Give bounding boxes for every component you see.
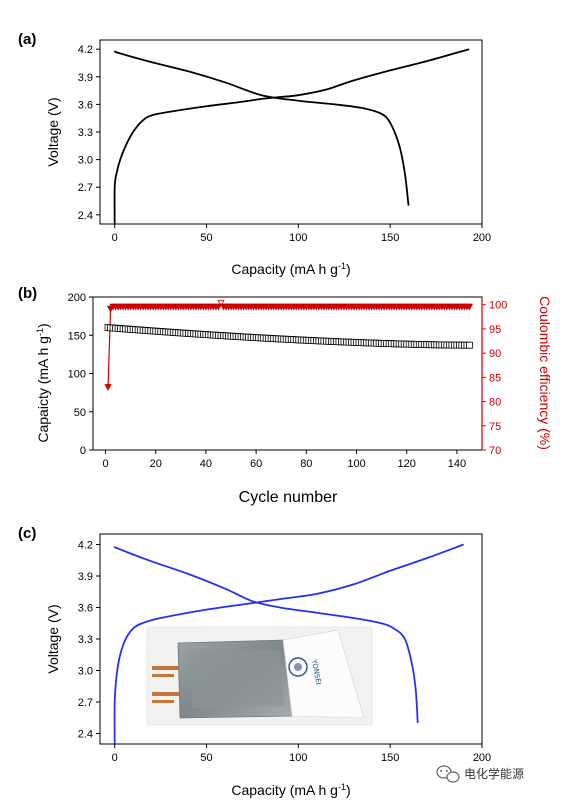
x-axis-title-b: Cycle number [239, 489, 338, 506]
c-ytick-label: 2.7 [78, 697, 93, 709]
b-xtick-label: 140 [448, 458, 466, 470]
plot-frame-b [92, 296, 483, 451]
a-xtick-label: 50 [200, 232, 212, 244]
b-ytick-label: 100 [68, 369, 86, 381]
a-ytick-label: 4.2 [78, 44, 93, 56]
c-ytick-label: 4.2 [78, 540, 93, 552]
a-ytick-label: 3.6 [78, 99, 93, 111]
c-xtick-label: 100 [289, 752, 307, 764]
c-xtick-label: 200 [473, 752, 491, 764]
b-y2tick-label: 90 [489, 348, 501, 360]
panel-label-a: (a) [18, 31, 36, 48]
pouch-cell-photo: YONSEI [146, 626, 373, 726]
b-xtick-label: 100 [347, 458, 365, 470]
b-xtick-label: 40 [200, 458, 212, 470]
axis-ticks-b: 0 20 40 60 80 100 120 140 0 50 100 150 200 70 75 80 85 90… [68, 292, 508, 470]
a-xtick-label: 100 [289, 232, 307, 244]
b-xtick-label: 60 [250, 458, 262, 470]
series-markers-b [104, 299, 474, 391]
c-ytick-label: 3.9 [78, 571, 93, 583]
a-discharge-curve [113, 50, 410, 206]
watermark-text: 电化学能源 [464, 766, 524, 781]
b-xtick-label: 0 [102, 458, 108, 470]
c-xtick-label: 150 [381, 752, 399, 764]
b-y2tick-label: 85 [489, 372, 501, 384]
plot-frame-a [99, 39, 483, 225]
x-axis-title-a: Capacity (mA h g-1) [231, 261, 350, 277]
b-ytick-label: 50 [74, 407, 86, 419]
y-axis-title-a: Voltage (V) [45, 97, 61, 166]
c-discharge-curve [113, 545, 419, 724]
y2-axis-title-b: Coulombic efficiency (%) [537, 296, 553, 450]
b-y2tick-label: 70 [489, 445, 501, 457]
series-lines-c [113, 543, 464, 745]
axis-ticks-c: 0 50 100 150 200 2.4 2.7 3.0 3.3 3.6 3.9 4.2 [78, 540, 491, 765]
panel-label-b: (b) [18, 285, 37, 302]
b-y2tick-label: 100 [489, 300, 507, 312]
b-y2tick-label: 95 [489, 324, 501, 336]
c-ytick-label: 3.0 [78, 666, 93, 678]
a-ytick-label: 2.7 [78, 182, 93, 194]
a-ytick-label: 3.3 [78, 127, 93, 139]
b-y2tick-label: 75 [489, 421, 501, 433]
ce-marker [465, 303, 474, 311]
panel-label-c: (c) [18, 525, 36, 542]
y-axis-title-c: Voltage (V) [45, 604, 61, 673]
a-ytick-label: 3.0 [78, 155, 93, 167]
a-charge-curve [113, 48, 470, 225]
b-y2tick-label: 80 [489, 397, 501, 409]
ce-first-cycle-link [107, 308, 112, 388]
b-xtick-label: 120 [398, 458, 416, 470]
c-xtick-label: 50 [200, 752, 212, 764]
a-xtick-label: 150 [381, 232, 399, 244]
a-xtick-label: 200 [473, 232, 491, 244]
x-axis-title-c: Capacity (mA h g-1) [231, 782, 350, 798]
university-seal-icon [288, 657, 308, 677]
c-xtick-label: 0 [112, 752, 118, 764]
a-ytick-label: 3.9 [78, 72, 93, 84]
c-charge-curve [113, 543, 464, 745]
c-ytick-label: 3.6 [78, 603, 93, 615]
b-ytick-label: 0 [80, 445, 86, 457]
b-xtick-label: 20 [150, 458, 162, 470]
b-ytick-label: 150 [68, 330, 86, 342]
wechat-icon [436, 765, 460, 783]
c-ytick-label: 2.4 [78, 729, 93, 741]
a-ytick-label: 2.4 [78, 210, 93, 222]
watermark: 电化学能源 [436, 765, 524, 783]
y-axis-title-b: Capaicty (mA h g-1) [35, 323, 51, 442]
ce-marker [217, 299, 225, 307]
c-ytick-label: 3.3 [78, 634, 93, 646]
axis-ticks-a: 0 50 100 150 200 2.4 2.7 3.0 3.3 3.6 3.9 4.2 [78, 44, 491, 244]
b-xtick-label: 80 [300, 458, 312, 470]
series-lines-a [113, 48, 470, 225]
a-xtick-label: 0 [112, 232, 118, 244]
ce-marker [214, 303, 223, 311]
capacity-marker [466, 341, 473, 349]
b-ytick-label: 200 [68, 292, 86, 304]
